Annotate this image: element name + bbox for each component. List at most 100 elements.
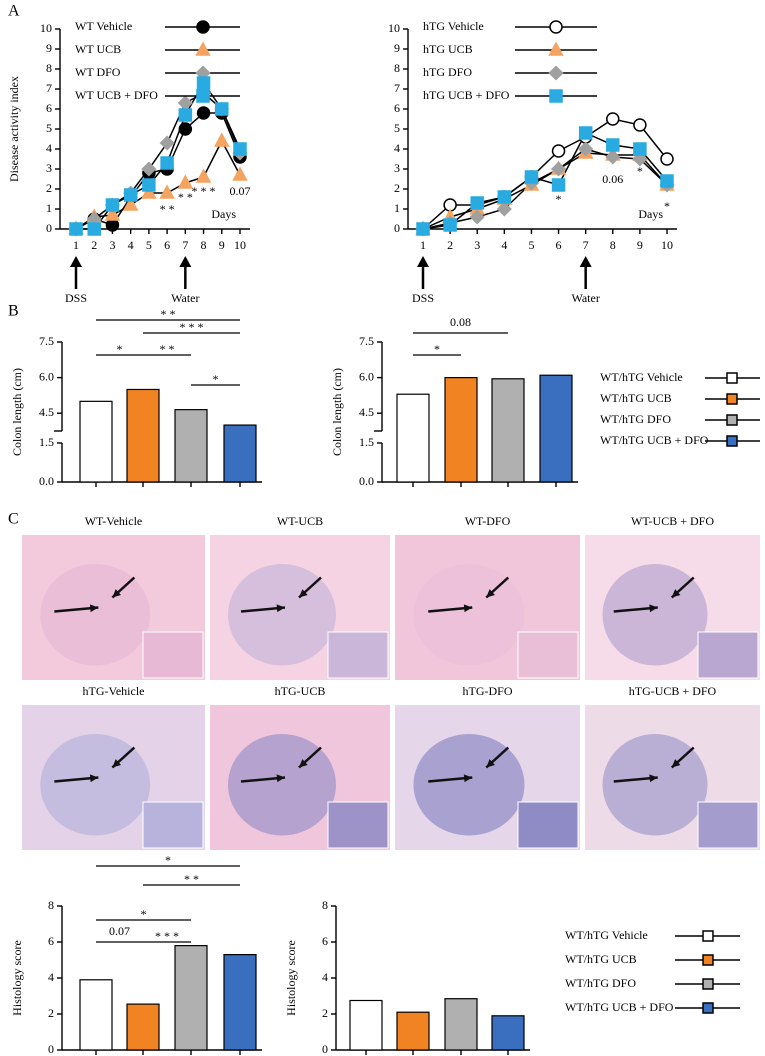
- arrow-head: [70, 256, 82, 267]
- micrograph-title: WT-UCB + DFO: [631, 514, 714, 528]
- data-point: [178, 108, 193, 122]
- micrograph-title: hTG-DFO: [463, 684, 513, 698]
- y-tick-label: 1.5: [39, 435, 54, 449]
- y-axis-title: Colon length (cm): [10, 368, 24, 456]
- data-point: [551, 144, 566, 158]
- legend-marker: [196, 89, 210, 103]
- data-point: [195, 168, 212, 183]
- data-point: [660, 152, 674, 166]
- data-point: [443, 218, 457, 232]
- legend-label: WT Vehicle: [75, 19, 132, 33]
- annotation: 0.07: [230, 184, 251, 198]
- significance-label: 0.07: [109, 924, 130, 938]
- x-axis-title: Days: [211, 207, 236, 221]
- legend-marker: [195, 41, 211, 56]
- y-tick-label: 0.0: [359, 474, 374, 488]
- data-point: [233, 142, 247, 156]
- y-tick-label: 10: [40, 21, 52, 35]
- y-tick-label: 4: [394, 141, 400, 155]
- arrow-label: Water: [571, 291, 599, 305]
- series-line: [422, 118, 668, 230]
- bar: [539, 374, 573, 483]
- legend-marker: [726, 435, 738, 447]
- data-point: [142, 178, 156, 192]
- annotation: * * *: [192, 184, 216, 198]
- x-tick-label: 2: [447, 238, 453, 252]
- y-tick-label: 6.0: [359, 369, 374, 383]
- annotation: * *: [160, 202, 175, 216]
- bar: [126, 1003, 160, 1051]
- arrow-head: [649, 604, 658, 613]
- bar: [444, 998, 478, 1051]
- data-point: [159, 135, 175, 151]
- y-tick-label: 1: [394, 201, 400, 215]
- data-point: [160, 156, 174, 170]
- legend-marker: [548, 65, 564, 81]
- x-tick-label: 9: [637, 238, 643, 252]
- data-point: [123, 188, 138, 202]
- bar: [491, 1015, 525, 1051]
- arrow-head: [276, 774, 285, 783]
- y-tick-label: 4.5: [39, 405, 54, 419]
- bar: [79, 400, 113, 483]
- annotation: 0.06: [602, 172, 623, 186]
- data-point: [196, 106, 211, 120]
- y-tick-label: 7: [394, 81, 400, 95]
- y-tick-label: 5: [46, 121, 52, 135]
- legend-label: WT DFO: [75, 65, 121, 79]
- arrow-head: [463, 604, 473, 613]
- x-tick-label: 6: [556, 238, 562, 252]
- arrow-head: [299, 589, 308, 598]
- data-point: [633, 118, 647, 132]
- y-tick-label: 4.5: [359, 405, 374, 419]
- y-tick-label: 0: [394, 221, 400, 235]
- inset: [697, 631, 759, 679]
- arrow-head: [649, 774, 658, 783]
- inset: [142, 801, 204, 849]
- x-tick-label: 5: [146, 238, 152, 252]
- y-axis-title: Disease activity index: [7, 76, 21, 182]
- y-tick-label: 2: [48, 1006, 54, 1020]
- data-point: [578, 126, 593, 140]
- data-point: [470, 196, 484, 210]
- micrograph-title: hTG-UCB + DFO: [629, 684, 717, 698]
- x-tick-label: 10: [234, 238, 246, 252]
- x-tick-label: 8: [610, 238, 616, 252]
- significance-label: * * *: [155, 929, 179, 943]
- x-tick-label: 6: [164, 238, 170, 252]
- legend-marker: [196, 20, 210, 34]
- bar: [79, 979, 113, 1051]
- bar: [349, 999, 383, 1051]
- bar: [174, 944, 208, 1051]
- data-point: [496, 201, 512, 217]
- data-point: [159, 184, 175, 199]
- bar: [126, 388, 160, 483]
- bar: [396, 393, 430, 483]
- legend-label: WT/hTG Vehicle: [565, 928, 648, 942]
- data-point: [578, 141, 594, 157]
- legend-label: WT/hTG DFO: [600, 412, 671, 426]
- y-tick-label: 0: [46, 221, 52, 235]
- arrow-head: [463, 774, 473, 783]
- significance-label: 0.08: [450, 315, 471, 329]
- inset: [327, 631, 389, 679]
- data-point: [215, 102, 229, 116]
- micrograph-title: hTG-UCB: [275, 684, 326, 698]
- x-axis-title: Days: [638, 207, 663, 221]
- arrow-head: [89, 774, 99, 783]
- arrow-head: [486, 589, 495, 598]
- significance-label: *: [117, 342, 123, 356]
- legend-marker: [549, 89, 563, 103]
- bar: [223, 424, 257, 483]
- y-tick-label: 6: [322, 934, 328, 948]
- micrograph-title: hTG-Vehicle: [83, 684, 145, 698]
- data-point: [69, 222, 83, 236]
- y-tick-label: 8: [46, 61, 52, 75]
- x-tick-label: 7: [583, 238, 589, 252]
- x-tick-label: 9: [219, 238, 225, 252]
- legend-marker: [548, 41, 564, 56]
- legend-marker: [726, 393, 738, 405]
- data-point: [232, 166, 248, 181]
- y-axis-title: Histology score: [10, 940, 24, 1016]
- y-tick-label: 7.5: [359, 334, 374, 348]
